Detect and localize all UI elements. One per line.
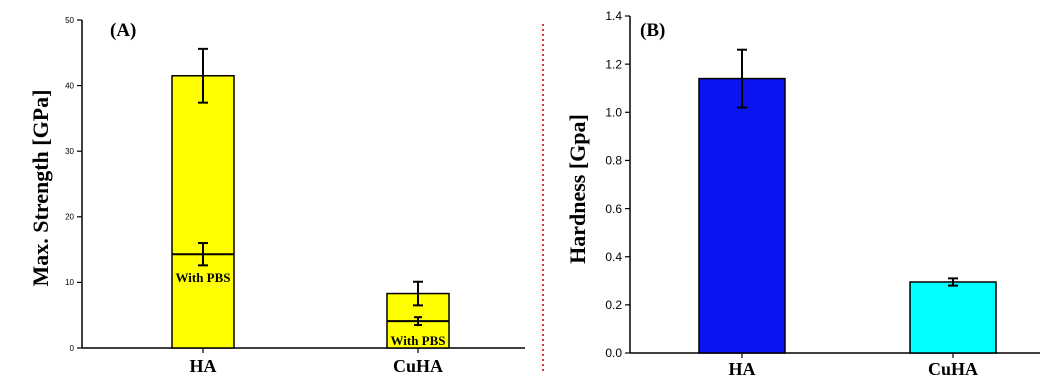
bar-ha xyxy=(698,77,786,354)
y-axis-label-b: Hardness [Gpa] xyxy=(565,114,590,264)
y-tick-label: 50 xyxy=(65,16,74,25)
error-bar xyxy=(198,47,208,104)
chart-panel-a: (A) Max. Strength [GPa] 0 10 20 30 40 50 HA CuH… xyxy=(28,16,525,376)
y-tick-label: 1.4 xyxy=(605,9,622,23)
y-tick-label: 0.6 xyxy=(605,202,622,216)
y-tick-label: 1.2 xyxy=(605,57,622,71)
error-bar xyxy=(413,280,423,307)
y-tick-label: 30 xyxy=(65,147,74,156)
y-tick-label: 0.4 xyxy=(605,250,622,264)
x-tick-label: HA xyxy=(729,359,756,376)
chart-panel-b: (B) Hardness [Gpa] 0.0 0.2 0.4 0.6 0.8 1.0 1.2… xyxy=(565,9,1040,376)
y-tick-label: 10 xyxy=(65,278,74,287)
x-tick-label: CuHA xyxy=(928,359,978,376)
y-tick-label: 0.0 xyxy=(605,346,622,360)
y-tick-label: 20 xyxy=(65,213,74,222)
y-tick-label: 40 xyxy=(65,81,74,90)
y-axis-label-a: Max. Strength [GPa] xyxy=(28,90,53,287)
error-bar xyxy=(948,277,958,287)
y-tick-label: 0 xyxy=(70,344,75,353)
with-pbs-error-bar xyxy=(414,316,422,327)
with-pbs-error-bar xyxy=(198,242,208,267)
x-tick-label: HA xyxy=(190,356,217,376)
with-pbs-label: With PBS xyxy=(175,270,230,285)
panel-label-b: (B) xyxy=(640,20,665,41)
y-tick-label: 1.0 xyxy=(605,105,622,119)
with-pbs-label: With PBS xyxy=(390,333,445,348)
x-tick-label: CuHA xyxy=(393,356,443,376)
y-tick-label: 0.2 xyxy=(605,298,622,312)
error-bar xyxy=(737,48,747,109)
bar-ha xyxy=(171,75,235,349)
bar-cuha xyxy=(909,281,997,354)
y-tick-label: 0.8 xyxy=(605,154,622,168)
panel-label-a: (A) xyxy=(110,20,136,41)
